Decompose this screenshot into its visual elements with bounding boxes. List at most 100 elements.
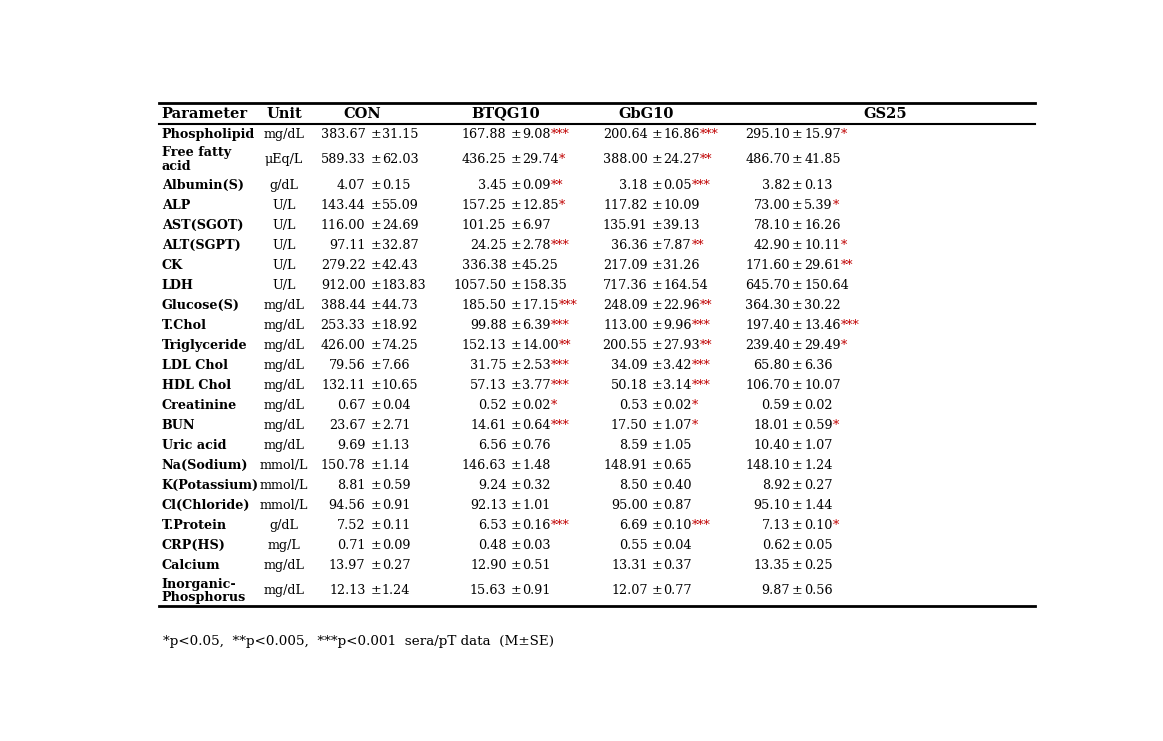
Text: 717.36: 717.36 [602,279,648,292]
Text: mg/dL: mg/dL [264,319,305,332]
Text: Albumin(S): Albumin(S) [162,179,244,192]
Text: ±: ± [792,219,802,232]
Text: 74.25: 74.25 [381,339,419,352]
Text: ±: ± [651,179,662,192]
Text: ±: ± [370,179,381,192]
Text: 10.09: 10.09 [663,199,700,212]
Text: 22.96: 22.96 [663,299,700,312]
Text: ±: ± [651,539,662,552]
Text: Phospholipid: Phospholipid [162,128,255,141]
Text: ±: ± [370,128,381,141]
Text: ±: ± [792,439,802,452]
Text: ±: ± [370,279,381,292]
Text: ***: *** [550,419,569,432]
Text: ±: ± [792,179,802,192]
Text: 42.43: 42.43 [381,259,419,272]
Text: mg/dL: mg/dL [264,439,305,452]
Text: Parameter: Parameter [162,107,248,121]
Text: ***: *** [550,379,569,392]
Text: 336.38: 336.38 [462,259,507,272]
Text: 0.16: 0.16 [522,519,550,532]
Text: 13.35: 13.35 [754,559,790,572]
Text: 486.70: 486.70 [745,153,790,166]
Text: mg/dL: mg/dL [264,399,305,412]
Text: 253.33: 253.33 [321,319,365,332]
Text: ±: ± [651,439,662,452]
Text: 0.59: 0.59 [381,479,411,492]
Text: 10.11: 10.11 [804,239,841,252]
Text: 217.09: 217.09 [602,259,648,272]
Text: CK: CK [162,259,183,272]
Text: ***: *** [692,519,711,532]
Text: ±: ± [651,399,662,412]
Text: ±: ± [370,319,381,332]
Text: 13.31: 13.31 [612,559,648,572]
Text: 44.73: 44.73 [381,299,419,312]
Text: **: ** [692,239,704,252]
Text: ±: ± [511,259,521,272]
Text: 6.56: 6.56 [478,439,507,452]
Text: 7.52: 7.52 [337,519,365,532]
Text: ±: ± [511,199,521,212]
Text: 1.07: 1.07 [804,439,833,452]
Text: 2.53: 2.53 [522,359,550,372]
Text: 239.40: 239.40 [745,339,790,352]
Text: U/L: U/L [272,219,295,232]
Text: mg/dL: mg/dL [264,299,305,312]
Text: ±: ± [792,399,802,412]
Text: 6.97: 6.97 [522,219,550,232]
Text: 42.90: 42.90 [754,239,790,252]
Text: ±: ± [651,339,662,352]
Text: 0.10: 0.10 [663,519,692,532]
Text: **: ** [841,259,854,272]
Text: ±: ± [370,479,381,492]
Text: 79.56: 79.56 [329,359,365,372]
Text: 0.91: 0.91 [381,499,411,512]
Text: ±: ± [511,399,521,412]
Text: ±: ± [792,279,802,292]
Text: 55.09: 55.09 [381,199,419,212]
Text: 388.44: 388.44 [321,299,365,312]
Text: 12.90: 12.90 [470,559,507,572]
Text: 1.24: 1.24 [381,585,411,597]
Text: 92.13: 92.13 [470,499,507,512]
Text: ALP: ALP [162,199,190,212]
Text: 167.88: 167.88 [462,128,507,141]
Text: 197.40: 197.40 [745,319,790,332]
Text: 248.09: 248.09 [602,299,648,312]
Text: *: * [550,399,557,412]
Text: 200.64: 200.64 [602,128,648,141]
Text: 6.36: 6.36 [804,359,833,372]
Text: 364.30: 364.30 [745,299,790,312]
Text: ±: ± [792,239,802,252]
Text: T.Protein: T.Protein [162,519,227,532]
Text: ±: ± [792,339,802,352]
Text: 3.42: 3.42 [663,359,692,372]
Text: GbG10: GbG10 [619,107,675,121]
Text: 132.11: 132.11 [321,379,365,392]
Text: 13.46: 13.46 [804,319,841,332]
Text: 31.15: 31.15 [381,128,419,141]
Text: ±: ± [792,519,802,532]
Text: 0.02: 0.02 [522,399,550,412]
Text: 50.18: 50.18 [611,379,648,392]
Text: ***: *** [550,319,569,332]
Text: **: ** [700,339,712,352]
Text: mmol/L: mmol/L [259,479,308,492]
Text: 143.44: 143.44 [321,199,365,212]
Text: 0.64: 0.64 [522,419,550,432]
Text: ±: ± [370,499,381,512]
Text: *: * [558,153,565,166]
Text: BTQG10: BTQG10 [471,107,540,121]
Text: ±: ± [651,279,662,292]
Text: mg/dL: mg/dL [264,419,305,432]
Text: 0.09: 0.09 [522,179,550,192]
Text: 1057.50: 1057.50 [454,279,507,292]
Text: 1.05: 1.05 [663,439,692,452]
Text: ±: ± [370,559,381,572]
Text: ±: ± [511,339,521,352]
Text: 436.25: 436.25 [462,153,507,166]
Text: 3.82: 3.82 [762,179,790,192]
Text: ±: ± [792,379,802,392]
Text: **: ** [700,153,712,166]
